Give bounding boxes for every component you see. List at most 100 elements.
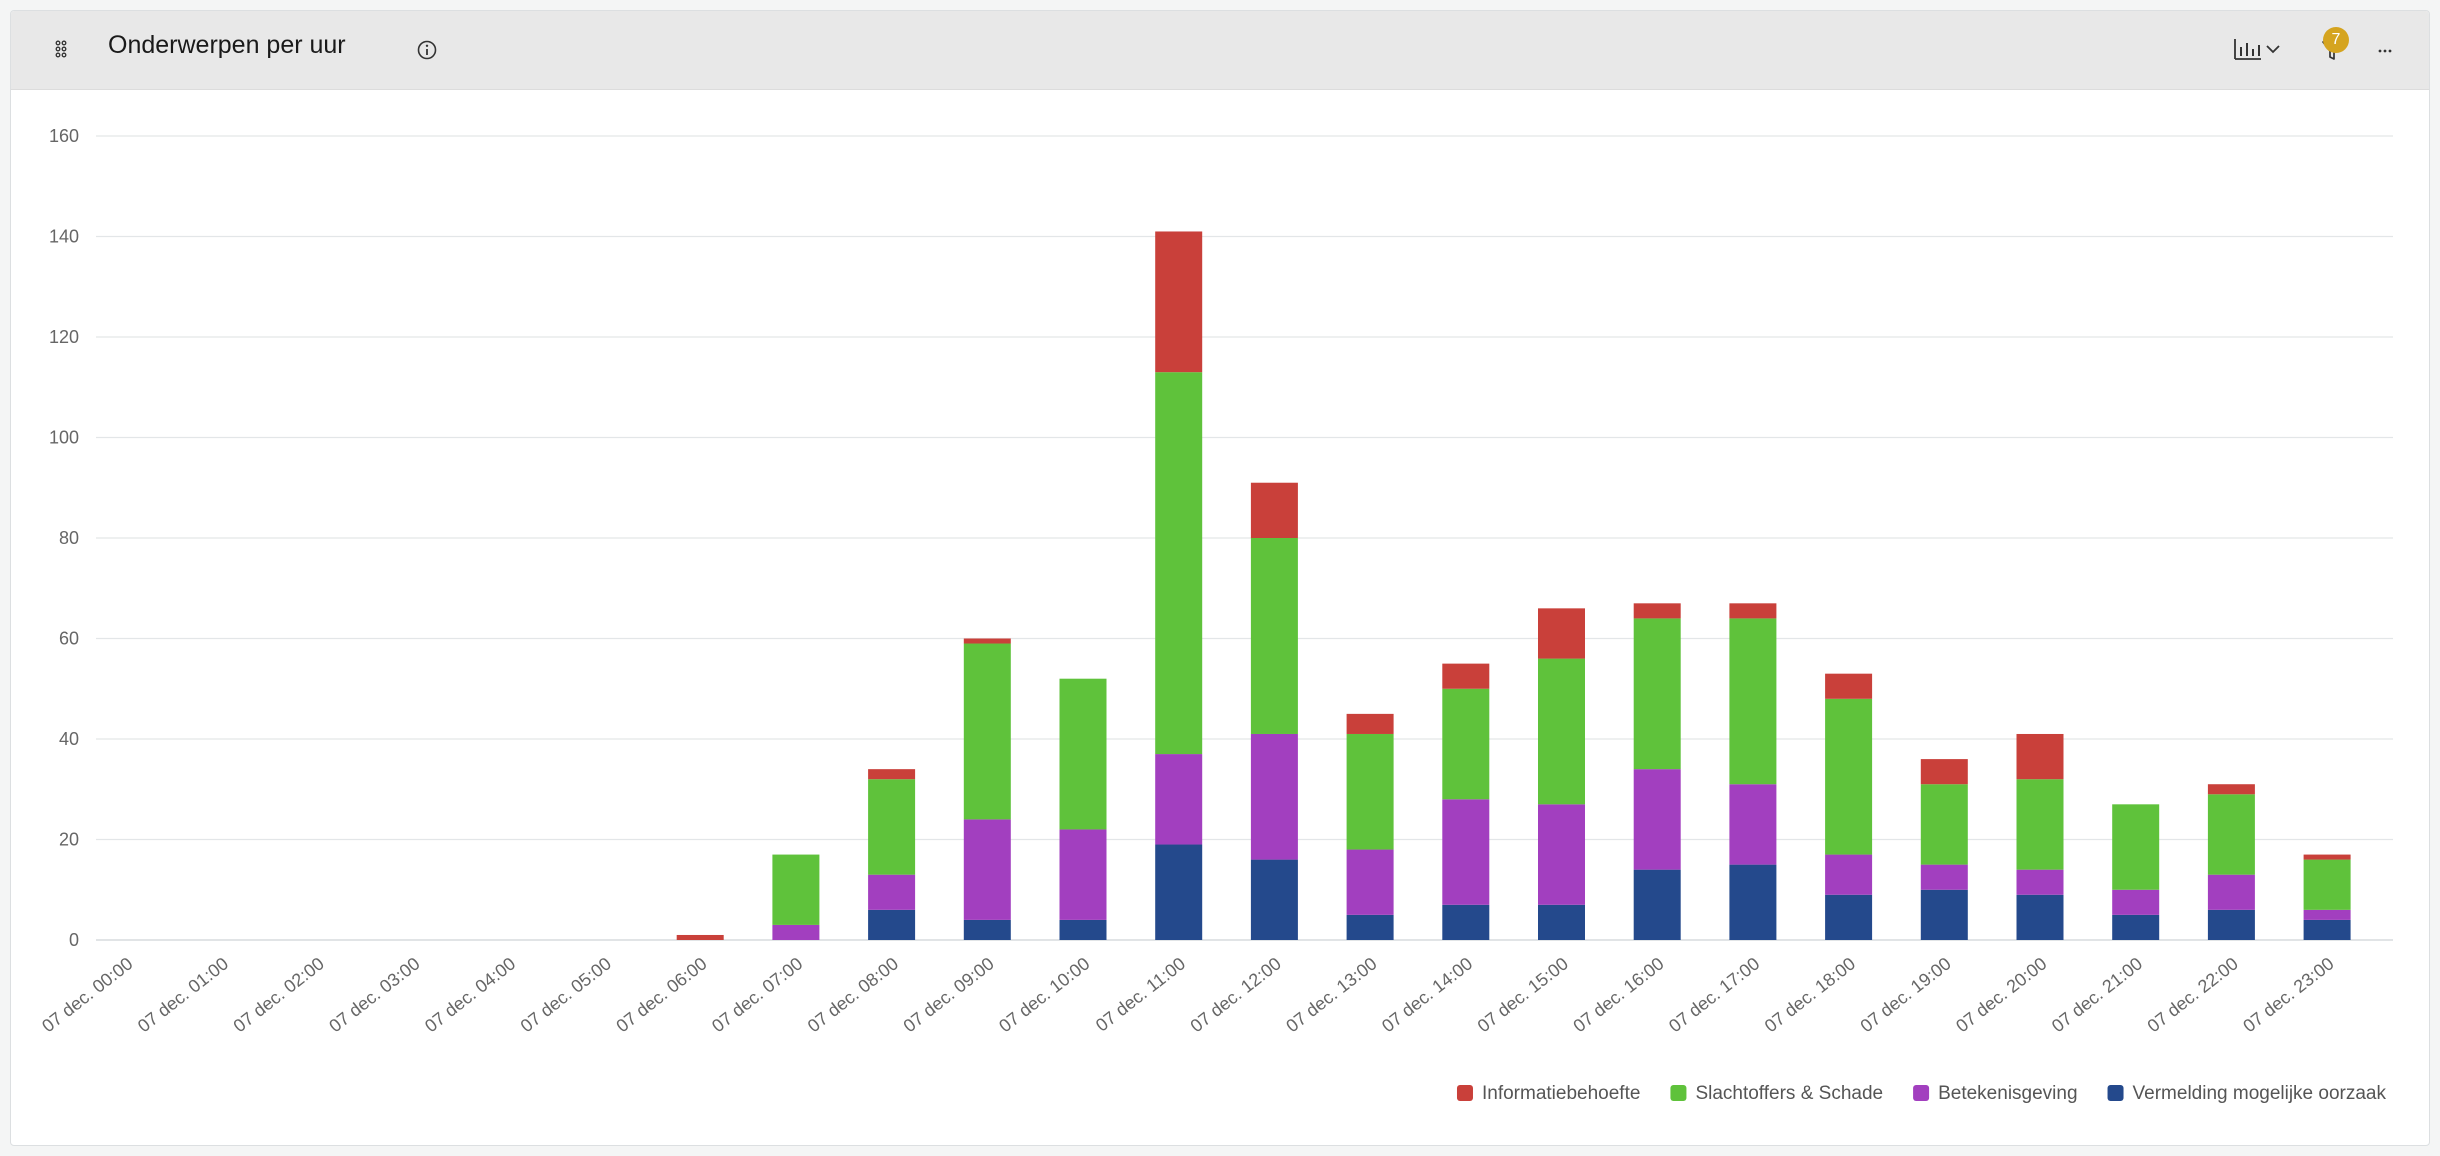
- bar-segment: [2016, 733, 2064, 780]
- bar-segment: [1346, 914, 1394, 940]
- x-tick-label: 07 dec. 01:00: [134, 953, 232, 1036]
- legend-label: Informatiebehoefte: [1482, 1083, 1640, 1104]
- x-tick-label: 07 dec. 11:00: [1092, 953, 1189, 1035]
- legend-label: Slachtoffers & Schade: [1695, 1083, 1883, 1104]
- bar-segment: [1825, 894, 1873, 940]
- legend-swatch: [2107, 1085, 2124, 1101]
- drag-handle-icon[interactable]: [53, 39, 73, 59]
- bar-segment: [1633, 869, 1681, 940]
- card-header: Onderwerpen per uur 7: [11, 11, 2429, 90]
- bar-segment: [1346, 733, 1394, 850]
- filter-count-badge: 7: [2323, 27, 2349, 53]
- more-icon[interactable]: [2371, 33, 2401, 65]
- chart-card: Onderwerpen per uur 7 0 20 4: [10, 10, 2430, 1146]
- bar-segment: [2207, 794, 2255, 875]
- bar-segment: [1250, 482, 1298, 538]
- bar-segment: [868, 909, 916, 940]
- x-tick-label: 07 dec. 10:00: [995, 953, 1093, 1036]
- bar-segment: [1346, 713, 1394, 734]
- bar-segment: [868, 769, 916, 780]
- bar-chart-icon: [2234, 39, 2261, 60]
- bar-segment: [1059, 829, 1107, 920]
- chart-title: Onderwerpen per uur: [108, 31, 346, 59]
- bar-segment: [868, 874, 916, 910]
- bar-segment: [963, 638, 1011, 644]
- bar-segment: [1729, 603, 1777, 619]
- x-tick-label: 07 dec. 05:00: [517, 953, 615, 1036]
- x-tick-label: 07 dec. 09:00: [899, 953, 997, 1036]
- bar-segment: [1250, 859, 1298, 940]
- bar-segment: [2303, 854, 2351, 860]
- x-tick-label: 07 dec. 02:00: [230, 953, 328, 1036]
- bar-segment: [2303, 919, 2351, 940]
- bar-segment: [1442, 904, 1490, 940]
- bar-segment: [2303, 859, 2351, 910]
- bar-segment: [1825, 854, 1873, 895]
- x-tick-label: 07 dec. 08:00: [804, 953, 902, 1036]
- bar-segment: [1633, 603, 1681, 619]
- bar-segment: [1155, 844, 1203, 940]
- bar-segment: [1155, 754, 1203, 845]
- bar-segment: [2016, 779, 2064, 870]
- y-tick-label: 80: [59, 528, 79, 548]
- bar-segment: [1825, 673, 1873, 699]
- bar-segment: [676, 934, 724, 940]
- bar-segment: [1059, 919, 1107, 940]
- y-tick-label: 60: [59, 629, 79, 649]
- legend-swatch: [1913, 1085, 1930, 1101]
- bar-segment: [1059, 678, 1107, 830]
- x-tick-label: 07 dec. 12:00: [1187, 953, 1285, 1036]
- bar-segment: [2016, 869, 2064, 895]
- bar-segment: [772, 854, 820, 925]
- x-tick-label: 07 dec. 14:00: [1378, 953, 1476, 1036]
- bar-segment: [1729, 618, 1777, 785]
- bar-segment: [1538, 608, 1585, 659]
- bar-segment: [1920, 864, 1968, 890]
- bar-segment: [1633, 769, 1681, 870]
- bar-segment: [1538, 804, 1585, 905]
- bar-segment: [963, 919, 1011, 940]
- info-icon[interactable]: [416, 39, 438, 61]
- legend-label: Vermelding mogelijke oorzaak: [2133, 1083, 2387, 1104]
- bar-segment: [963, 643, 1011, 820]
- y-tick-label: 140: [49, 227, 79, 247]
- x-tick-label: 07 dec. 16:00: [1569, 953, 1667, 1036]
- bar-segment: [1250, 733, 1298, 860]
- bar-segment: [963, 819, 1011, 920]
- bar-segment: [868, 779, 916, 875]
- x-tick-label: 07 dec. 15:00: [1474, 953, 1572, 1036]
- y-tick-label: 20: [59, 830, 79, 850]
- chevron-down-icon: [2266, 45, 2280, 54]
- bar-segment: [1538, 904, 1585, 940]
- legend-swatch: [1670, 1085, 1687, 1101]
- x-tick-label: 07 dec. 13:00: [1282, 953, 1380, 1036]
- y-tick-label: 40: [59, 729, 79, 749]
- bar-segment: [2112, 889, 2160, 915]
- y-tick-label: 160: [49, 126, 79, 146]
- y-tick-label: 0: [69, 930, 79, 950]
- y-tick-label: 120: [49, 327, 79, 347]
- legend-label: Betekenisgeving: [1938, 1083, 2077, 1104]
- x-tick-label: 07 dec. 04:00: [421, 953, 519, 1036]
- bar-segment: [1633, 618, 1681, 770]
- y-tick-label: 100: [49, 428, 79, 448]
- legend: Informatiebehoefte Slachtoffers & Schade B…: [1456, 1083, 2387, 1104]
- bar-segment: [1729, 784, 1777, 865]
- bar-segment: [1250, 538, 1298, 734]
- bar-segment: [1442, 799, 1490, 905]
- x-tick-label: 07 dec. 20:00: [1952, 953, 2050, 1036]
- bar-segment: [2016, 894, 2064, 940]
- legend-swatch: [1456, 1085, 1473, 1101]
- bar-segment: [1825, 698, 1873, 855]
- bar-segment: [1920, 889, 1968, 940]
- bar-segment: [1155, 372, 1203, 755]
- x-tick-label: 07 dec. 07:00: [708, 953, 806, 1036]
- bar-segment: [1729, 864, 1777, 940]
- bar-segment: [2112, 804, 2160, 890]
- bar-segment: [1920, 784, 1968, 865]
- bar-segment: [2207, 784, 2255, 795]
- x-tick-label: 07 dec. 06:00: [612, 953, 710, 1036]
- bar-segment: [772, 924, 820, 940]
- x-tick-label: 07 dec. 03:00: [325, 953, 423, 1036]
- chart-type-button[interactable]: [2231, 33, 2291, 65]
